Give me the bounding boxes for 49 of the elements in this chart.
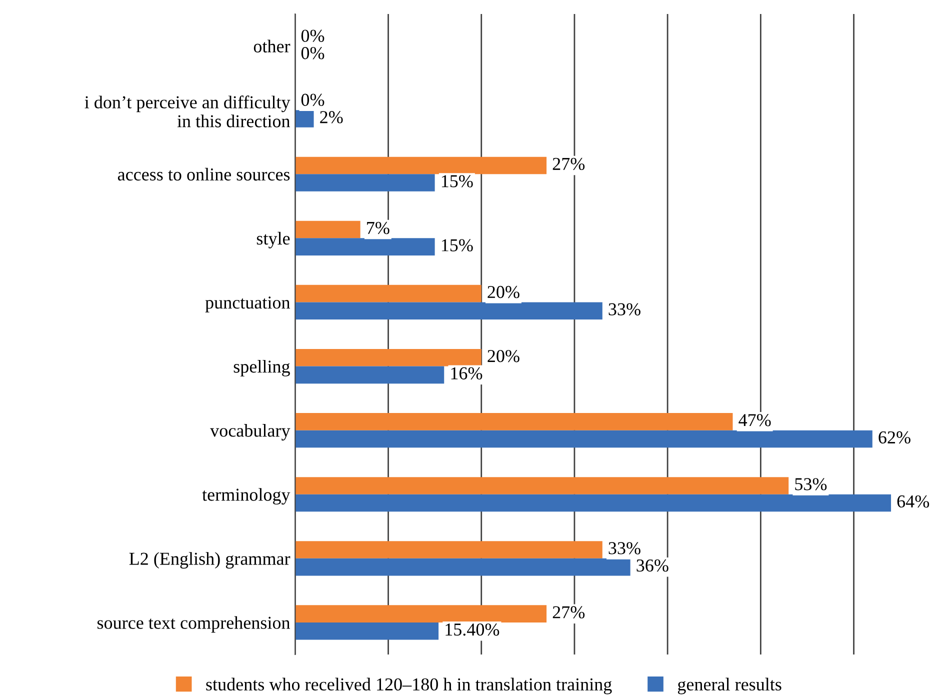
data-label: 27% <box>552 606 585 618</box>
data-label: 20% <box>488 286 520 298</box>
data-label: 64% <box>897 495 930 508</box>
bar <box>295 220 360 238</box>
legend-label: general results <box>678 678 782 694</box>
data-label: 27% <box>552 158 585 170</box>
bar <box>295 348 482 366</box>
data-label: 53% <box>795 478 827 490</box>
data-label: 33% <box>608 542 640 554</box>
bar <box>295 622 439 640</box>
data-label: 7% <box>367 222 390 234</box>
bar <box>295 284 482 302</box>
data-label: 0% <box>301 94 324 106</box>
bar <box>295 238 435 256</box>
legend-label: students who recelived 120–180 h in translation training <box>206 678 612 694</box>
y-tick-label: L2 (English) grammar <box>129 552 290 569</box>
bar <box>295 477 789 494</box>
bar <box>295 413 733 430</box>
data-label: 33% <box>608 303 640 316</box>
data-label: 0% <box>301 30 324 42</box>
y-tick-label: spelling <box>234 360 290 376</box>
data-label: 62% <box>878 431 910 444</box>
y-tick-label: source text comprehension <box>97 616 290 633</box>
y-tick-label: other <box>254 40 290 52</box>
bar <box>295 110 314 128</box>
y-tick-label: style <box>256 232 290 248</box>
data-label: 47% <box>738 414 771 426</box>
bar <box>295 156 547 174</box>
bar <box>295 174 435 192</box>
data-label: 16% <box>451 367 482 380</box>
y-tick-label: vocabulary <box>210 424 290 440</box>
data-label: 36% <box>636 559 668 572</box>
bar <box>295 605 547 622</box>
bar <box>295 430 872 448</box>
bar <box>295 302 602 320</box>
bar <box>295 366 444 384</box>
data-label: 2% <box>320 111 343 124</box>
data-label: 0% <box>301 47 324 60</box>
data-label: 15% <box>442 239 473 252</box>
bar <box>295 558 630 576</box>
data-label: 15% <box>442 175 473 188</box>
y-tick-label: punctuation <box>205 296 290 312</box>
bar <box>295 494 892 512</box>
y-tick-label: i don’t perceive an difficulty in this direction <box>84 96 290 128</box>
y-tick-label: terminology <box>202 488 290 505</box>
data-label: 15.40% <box>446 623 500 636</box>
data-label: 20% <box>488 350 520 362</box>
y-tick-label: access to online sources <box>118 168 290 181</box>
bar <box>295 541 602 558</box>
